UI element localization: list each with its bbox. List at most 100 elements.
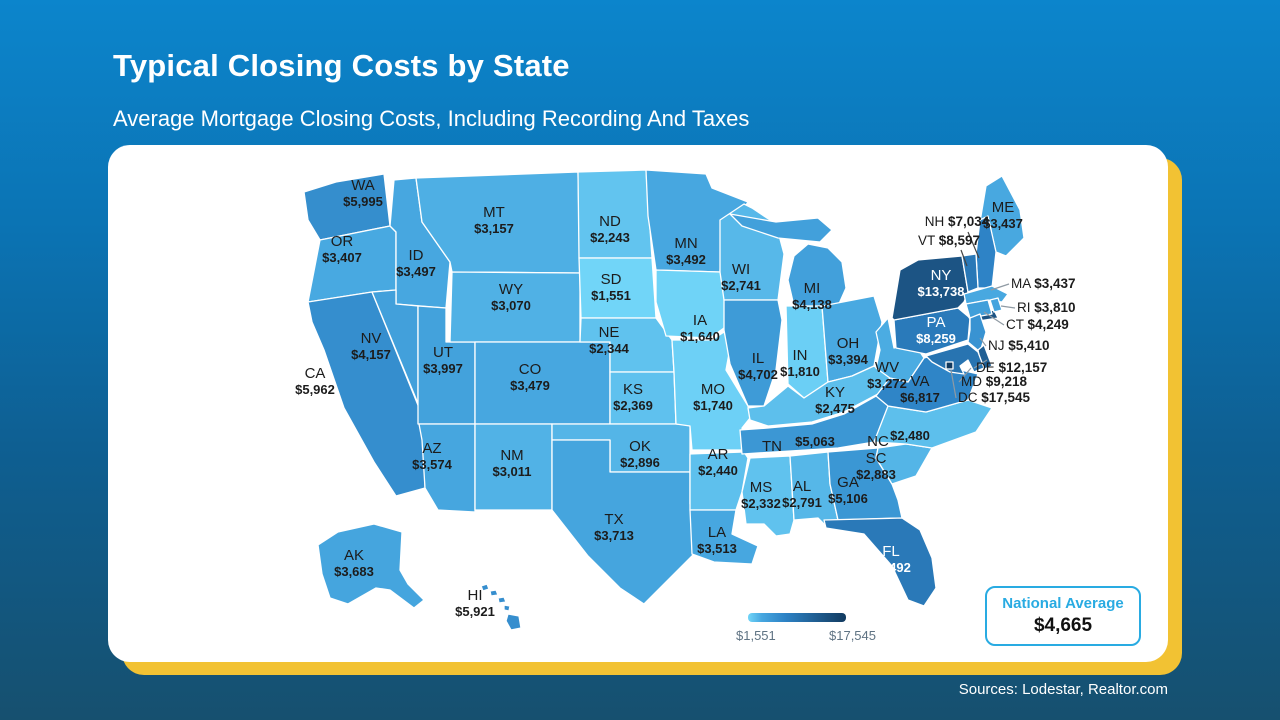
svg-text:SD: SD <box>601 271 622 288</box>
state-label-ne: NE$2,344 <box>589 324 630 356</box>
state-shape-hi <box>480 583 522 631</box>
state-label-md: MD $9,218 <box>961 374 1028 389</box>
map-card: WA $5,995 OR $3,407 CA $5,962 ID $3,497 NV $4,157… <box>108 145 1168 662</box>
national-average-box: National Average $4,665 <box>985 586 1141 646</box>
svg-text:$2,883: $2,883 <box>856 467 896 482</box>
sources-note: Sources: Lodestar, Realtor.com <box>958 681 1168 698</box>
state-label-nm: NM$3,011 <box>492 447 531 479</box>
page-subtitle: Average Mortgage Closing Costs, Includin… <box>113 106 750 131</box>
state-label-id: ID$3,497 <box>396 247 436 279</box>
svg-text:$2,741: $2,741 <box>721 278 761 293</box>
svg-text:$5,995: $5,995 <box>343 194 383 209</box>
svg-text:$5,921: $5,921 <box>455 604 495 619</box>
state-label-ca: CA$5,962 <box>295 365 335 397</box>
state-label-ia: IA$1,640 <box>680 312 720 344</box>
legend-gradient-bar <box>748 613 846 622</box>
state-label-fl: FL$8,492 <box>871 543 911 575</box>
svg-text:MT: MT <box>483 204 505 221</box>
state-label-nh: NH $7,034 <box>925 214 990 229</box>
state-label-ak: AK$3,683 <box>334 547 374 579</box>
svg-text:NC: NC <box>867 433 889 450</box>
svg-text:$3,997: $3,997 <box>423 361 463 376</box>
leader-line-nh <box>967 231 980 259</box>
svg-text:$4,138: $4,138 <box>792 297 832 312</box>
svg-text:$2,332: $2,332 <box>741 496 781 511</box>
state-label-nd: ND$2,243 <box>590 213 630 245</box>
svg-text:$2,896: $2,896 <box>620 455 660 470</box>
svg-text:TX: TX <box>604 511 623 528</box>
svg-text:$3,513: $3,513 <box>697 541 737 556</box>
svg-text:$3,407: $3,407 <box>322 250 362 265</box>
state-label-nv: NV$4,157 <box>351 330 391 362</box>
state-label-mn: MN$3,492 <box>666 235 706 267</box>
svg-text:AK: AK <box>344 547 364 564</box>
state-shape-md <box>925 343 985 375</box>
svg-text:TN: TN <box>762 438 782 455</box>
leader-line-ct <box>983 311 1005 326</box>
svg-text:ME: ME <box>992 199 1015 216</box>
svg-text:ND: ND <box>599 213 621 230</box>
state-label-wa: WA$5,995 <box>343 177 383 209</box>
svg-text:KS: KS <box>623 381 643 398</box>
state-shape-ak <box>317 523 425 609</box>
svg-text:$6,817: $6,817 <box>900 390 940 405</box>
svg-text:$3,497: $3,497 <box>396 264 436 279</box>
svg-text:VA: VA <box>911 373 930 390</box>
leader-line-nj <box>979 337 987 347</box>
state-label-wv: WV$3,272 <box>867 359 907 391</box>
legend-labels: $1,551 $17,545 <box>736 628 876 643</box>
state-label-hi: HI$5,921 <box>455 587 495 619</box>
svg-text:MN: MN <box>674 235 697 252</box>
state-shape-wv <box>875 317 925 383</box>
state-label-mt: MT$3,157 <box>474 204 514 236</box>
leader-line-de <box>973 359 988 369</box>
state-label-dc: DC $17,545 <box>958 390 1031 405</box>
leader-line-ri <box>1000 305 1016 309</box>
svg-text:CO: CO <box>519 361 542 378</box>
state-label-il: IL$4,702 <box>738 350 778 382</box>
state-label-wy: WY$3,070 <box>491 281 531 313</box>
svg-text:$8,492: $8,492 <box>871 560 911 575</box>
svg-text:$2,791: $2,791 <box>782 495 822 510</box>
svg-text:FL: FL <box>882 543 900 560</box>
leader-line-md <box>958 367 972 383</box>
state-label-ri: RI $3,810 <box>1017 300 1076 315</box>
svg-text:$3,070: $3,070 <box>491 298 531 313</box>
svg-text:$5,962: $5,962 <box>295 382 335 397</box>
svg-text:CT $4,249: CT $4,249 <box>1006 317 1069 332</box>
svg-text:$1,810: $1,810 <box>780 364 820 379</box>
leader-line-dc <box>950 369 957 399</box>
svg-text:MD $9,218: MD $9,218 <box>961 374 1028 389</box>
state-label-ny: NY$13,738 <box>918 267 965 299</box>
svg-text:UT: UT <box>433 344 453 361</box>
leader-line-vt <box>960 249 968 267</box>
svg-text:SC: SC <box>866 450 887 467</box>
svg-text:$4,702: $4,702 <box>738 367 778 382</box>
svg-text:$3,011: $3,011 <box>492 464 531 479</box>
svg-text:$3,437: $3,437 <box>983 216 1023 231</box>
state-label-sd: SD$1,551 <box>591 271 631 303</box>
state-shape-la <box>689 509 759 565</box>
us-choropleth-map: WA$5,995 OR$3,407 CA$5,962 ID$3,497 NV$4,157… <box>295 169 1076 631</box>
state-label-tx: TX$3,713 <box>594 511 634 543</box>
state-label-ma: MA $3,437 <box>1011 276 1076 291</box>
svg-text:$3,479: $3,479 <box>510 378 550 393</box>
svg-text:MI: MI <box>804 280 821 297</box>
svg-text:CA: CA <box>305 365 326 382</box>
state-label-oh: OH$3,394 <box>828 335 869 367</box>
svg-text:WY: WY <box>499 281 523 298</box>
state-shape-ri <box>989 297 1003 313</box>
svg-text:WV: WV <box>875 359 899 376</box>
svg-text:$4,157: $4,157 <box>351 347 391 362</box>
state-label-wi: WI$2,741 <box>721 261 761 293</box>
svg-text:RI $3,810: RI $3,810 <box>1017 300 1076 315</box>
leader-line-ma <box>990 283 1010 291</box>
state-label-mi: MI$4,138 <box>792 280 832 312</box>
svg-text:OK: OK <box>629 438 651 455</box>
svg-text:$5,106: $5,106 <box>828 491 868 506</box>
svg-text:IN: IN <box>793 347 808 364</box>
svg-text:$5,063: $5,063 <box>795 434 835 449</box>
slide-header: Typical Closing Costs by State Average M… <box>113 48 749 132</box>
svg-text:PA: PA <box>927 314 946 331</box>
